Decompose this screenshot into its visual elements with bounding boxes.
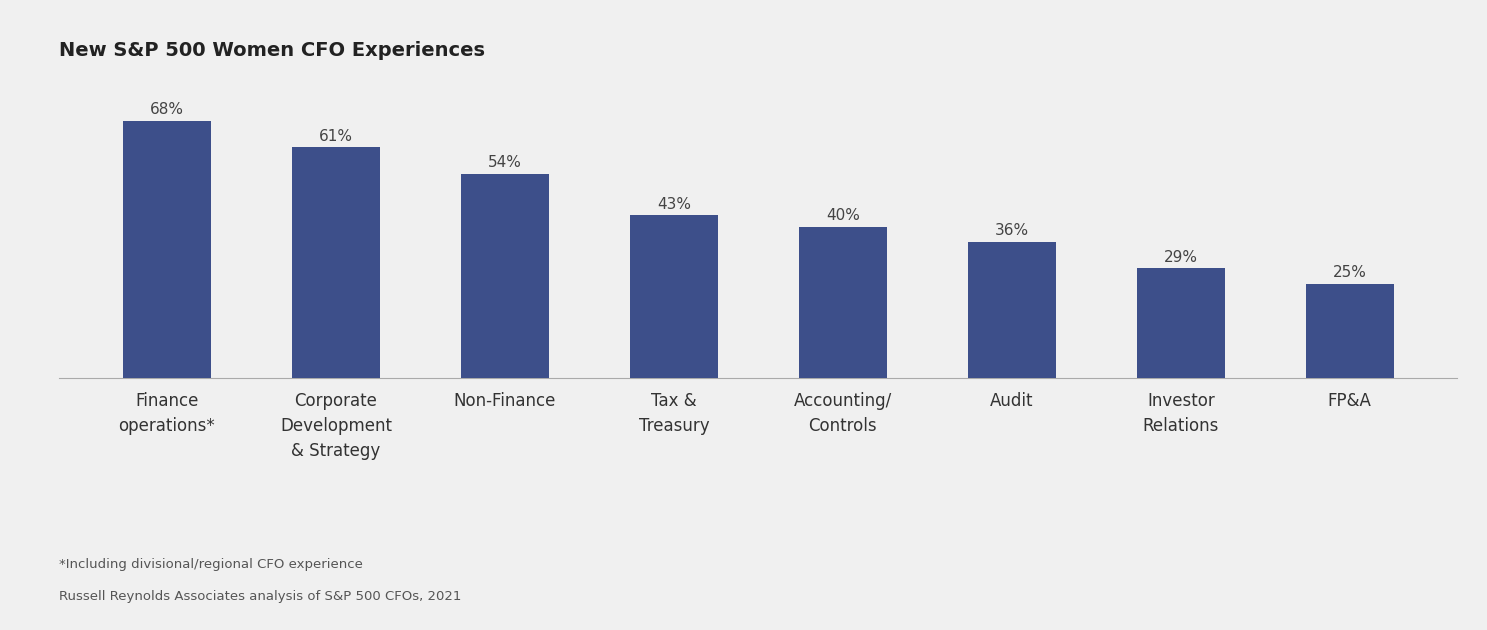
Bar [291,147,379,378]
Text: 36%: 36% [995,223,1029,238]
Text: 54%: 54% [488,155,522,170]
Bar [630,215,718,378]
Text: New S&P 500 Women CFO Experiences: New S&P 500 Women CFO Experiences [59,41,485,60]
Bar [1138,268,1225,378]
Text: 43%: 43% [657,197,691,212]
Bar [968,242,1056,378]
Text: 25%: 25% [1332,265,1367,280]
Bar [799,227,886,378]
Text: 40%: 40% [825,208,859,223]
Text: Russell Reynolds Associates analysis of S&P 500 CFOs, 2021: Russell Reynolds Associates analysis of … [59,590,462,604]
Text: 61%: 61% [318,129,352,144]
Bar [461,174,549,378]
Text: 29%: 29% [1164,249,1199,265]
Bar [123,121,211,378]
Text: 68%: 68% [150,102,184,117]
Text: *Including divisional/regional CFO experience: *Including divisional/regional CFO exper… [59,558,363,571]
Bar [1306,284,1393,378]
